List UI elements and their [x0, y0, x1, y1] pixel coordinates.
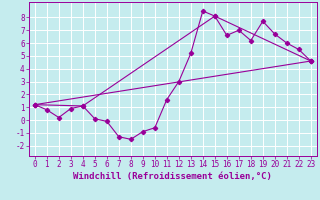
X-axis label: Windchill (Refroidissement éolien,°C): Windchill (Refroidissement éolien,°C)	[73, 172, 272, 181]
